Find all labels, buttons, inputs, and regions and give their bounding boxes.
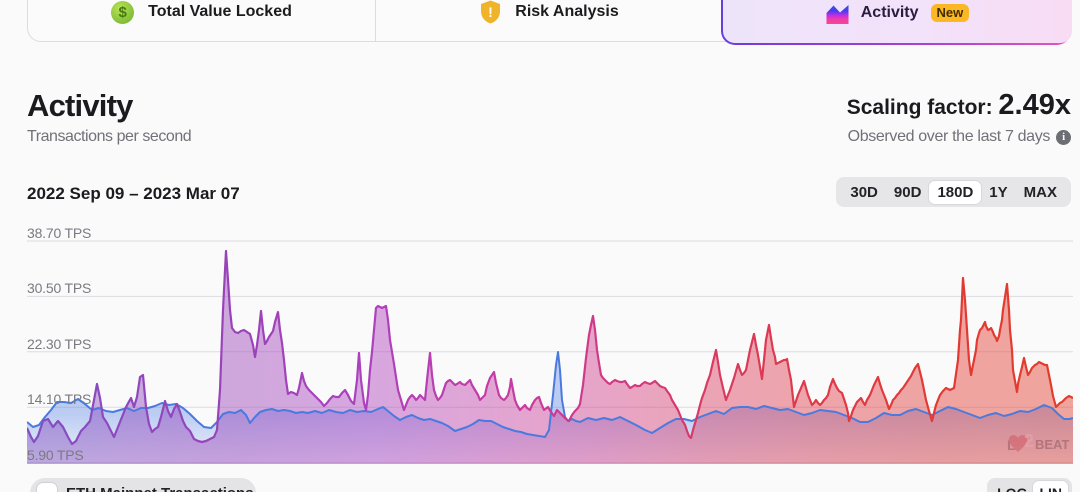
svg-text:!: ! xyxy=(488,4,493,20)
